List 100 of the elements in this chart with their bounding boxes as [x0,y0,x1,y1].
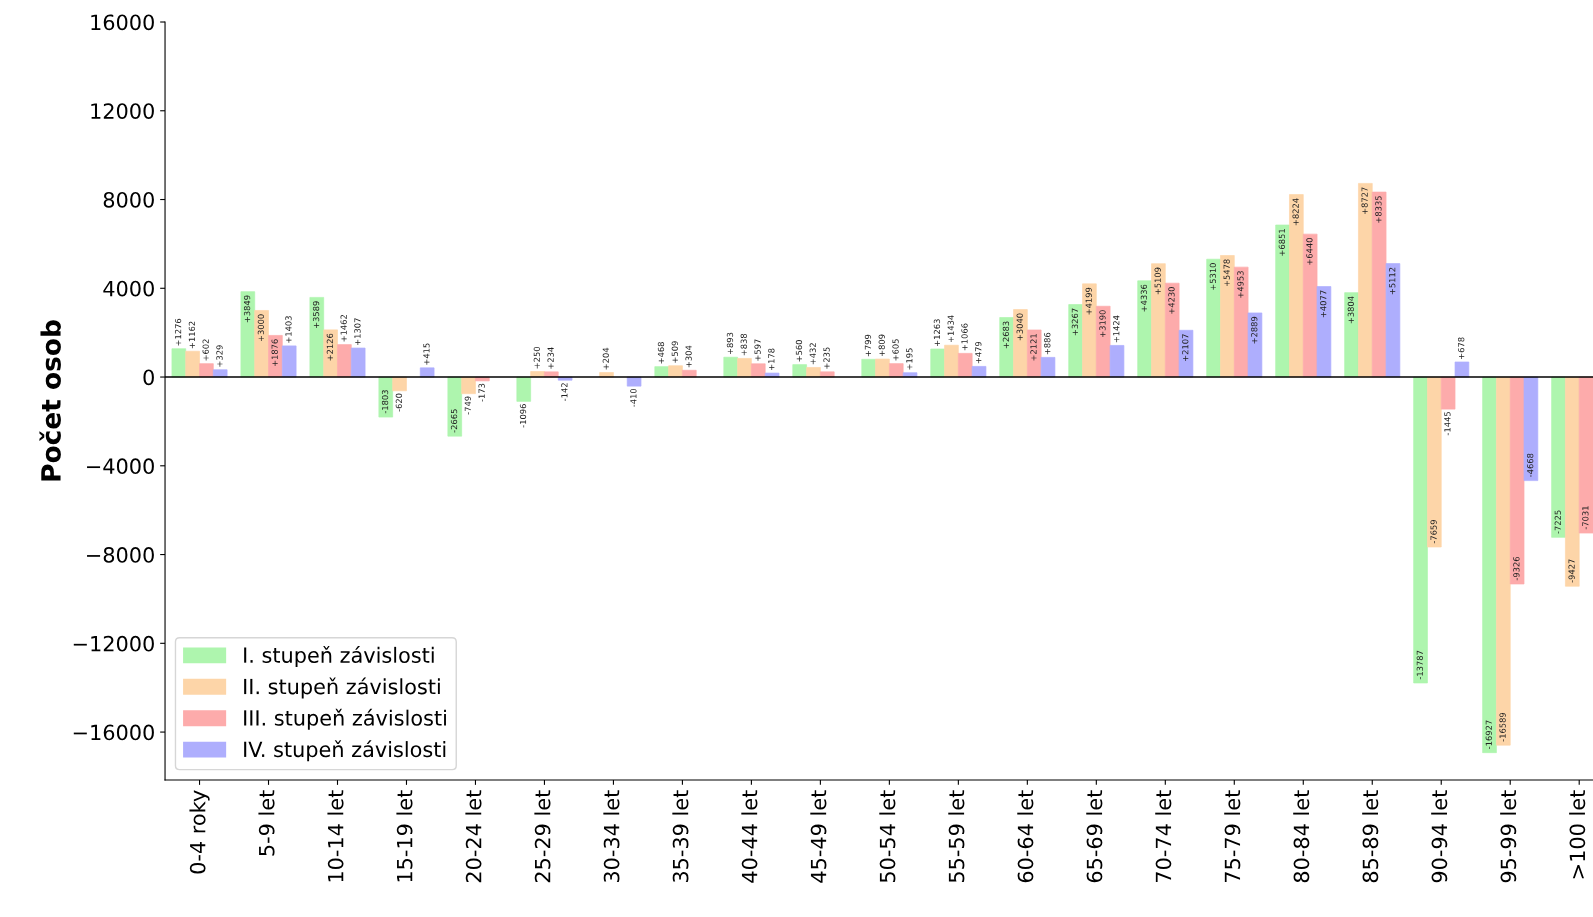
bar [281,345,297,378]
x-tick-label: 90-94 let [1431,790,1448,883]
data-label: +1276 [174,318,182,346]
legend-label: II. stupeň závislosti [244,677,440,699]
bar [1413,376,1428,684]
y-tick-label: −4000 [87,458,154,475]
data-label: -7031 [1582,506,1589,530]
data-label: +605 [892,339,899,361]
x-tick-label: 20-24 let [465,790,482,883]
x-tick-label: 60-64 let [1017,790,1034,883]
bar [889,363,904,378]
data-label: -13787 [1416,650,1423,680]
data-label: +8224 [1292,198,1299,226]
data-label: -7225 [1554,510,1561,534]
data-label: +479 [975,341,982,364]
data-label: +178 [768,348,775,370]
data-label: -2665 [450,409,458,433]
x-tick-label: 55-59 let [948,790,965,883]
data-label: +560 [795,340,803,362]
data-label: -1803 [381,390,389,414]
data-label: -4668 [1527,453,1534,477]
data-label: +468 [657,342,665,364]
bar [723,356,738,378]
y-tick-label: 12000 [91,103,154,119]
bar [1565,376,1580,587]
bar [626,376,642,387]
data-label: +250 [533,346,540,369]
data-label: -1096 [519,404,527,428]
bar [392,376,407,392]
bar [475,376,490,382]
data-label: +8727 [1361,187,1368,215]
data-label: +893 [726,332,734,355]
data-label: +1434 [947,315,954,343]
bar [944,344,959,378]
data-label: -749 [464,396,471,415]
x-tick-label: >100 let [1569,790,1586,879]
data-label: +195 [906,348,913,370]
data-label: +3804 [1347,296,1354,324]
bar [350,347,366,378]
data-label: +1162 [188,321,196,349]
data-label: +415 [423,343,430,365]
data-label: +886 [1044,332,1051,355]
data-label: -410 [630,388,637,407]
data-label: +235 [823,347,830,369]
bar [461,376,476,395]
data-label: +432 [809,343,816,365]
data-label: +3040 [1016,313,1023,341]
data-label: -173 [478,383,485,402]
data-label: +4336 [1140,284,1148,312]
y-tick-label: −16000 [73,724,154,741]
bar [1454,361,1470,378]
bar [930,348,945,378]
bar [668,365,683,378]
legend-label: III. stupeň závislosti [244,708,446,730]
data-label: +4953 [1237,271,1244,298]
data-label: +2107 [1182,334,1189,361]
bar [1109,345,1125,378]
y-tick-label: 4000 [103,280,154,297]
bar [875,358,890,378]
data-label: +597 [754,339,761,361]
x-tick-label: 25-29 let [534,790,551,883]
data-label: +3589 [312,301,320,329]
data-label: +304 [685,345,692,368]
bar [1482,376,1497,753]
data-label: +838 [740,333,747,356]
data-label: +6851 [1278,229,1285,256]
x-tick-label: 0-4 roky [189,790,210,874]
x-tick-label: 35-39 let [672,790,689,883]
bar [1578,376,1593,534]
data-label: +204 [602,347,609,370]
bar [751,363,766,378]
bar [971,366,987,378]
bar [1040,357,1056,378]
data-label: +5478 [1223,259,1230,287]
data-label: +4077 [1320,290,1327,318]
bar [185,350,200,378]
data-label: -16589 [1499,712,1506,742]
bar [516,376,531,402]
data-label: +1403 [285,316,292,343]
data-label: +5109 [1154,267,1161,295]
x-tick-label: 15-19 let [396,790,413,882]
data-label: +2889 [1251,316,1258,344]
legend-label: I. stupeň závislosti [244,646,434,668]
data-label: +6440 [1306,238,1313,265]
x-tick-label: 40-44 let [741,790,758,883]
bar [1509,376,1525,585]
bar [337,344,352,378]
bar [792,364,807,378]
data-label: -7659 [1430,520,1437,544]
data-label: +2683 [1002,321,1010,349]
data-label: +3190 [1099,310,1106,337]
x-tick-label: 5-9 let [258,790,275,856]
data-label: +809 [878,334,885,356]
legend-label: IV. stupeň závislosti [244,740,446,762]
data-label: -9427 [1568,559,1575,583]
data-label: -16927 [1485,720,1492,749]
data-label: +329 [216,345,223,367]
data-label: +5112 [1389,267,1396,295]
data-label: -1445 [1444,412,1451,436]
y-tick-label: −12000 [73,635,154,652]
